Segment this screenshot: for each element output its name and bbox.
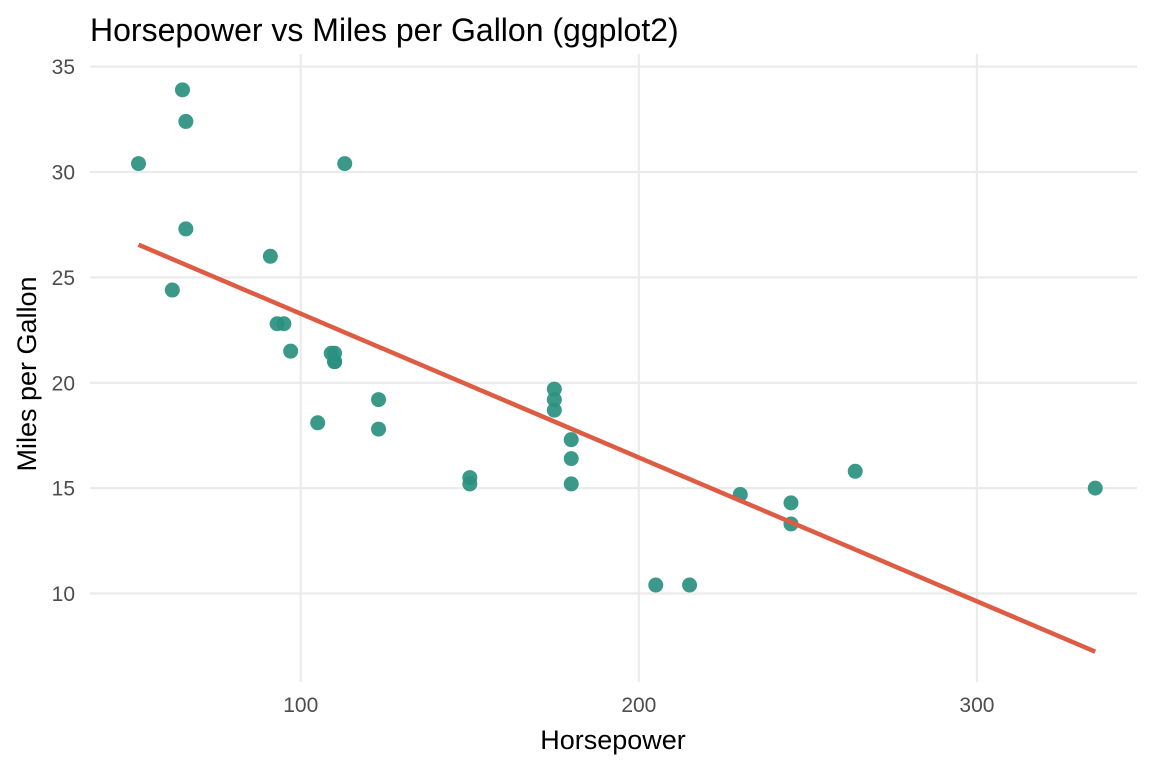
y-tick-label-15: 15 — [52, 478, 75, 501]
y-tick-label-20: 20 — [52, 372, 75, 395]
fit-line-layer — [137, 242, 1097, 654]
data-point-5 — [310, 415, 326, 431]
data-point-12 — [563, 432, 579, 448]
data-points — [131, 82, 1103, 593]
data-point-28 — [847, 463, 863, 479]
data-point-19 — [174, 82, 190, 98]
data-point-10 — [371, 421, 387, 437]
y-axis-title: Miles per Gallon — [12, 276, 42, 471]
data-point-27 — [337, 156, 353, 172]
data-point-25 — [178, 221, 194, 237]
regression-line — [137, 242, 1097, 654]
y-tick-label-10: 10 — [52, 583, 75, 606]
x-tick-label-100: 100 — [283, 694, 318, 717]
data-point-15 — [682, 577, 698, 593]
data-point-18 — [131, 156, 147, 172]
data-point-14 — [648, 577, 664, 593]
data-point-26 — [262, 248, 278, 264]
grid-lines — [90, 54, 1137, 682]
data-point-22 — [462, 476, 478, 492]
x-tick-label-200: 200 — [621, 694, 656, 717]
data-point-9 — [371, 392, 387, 408]
data-point-31 — [323, 345, 339, 361]
data-point-13 — [563, 476, 579, 492]
data-point-24 — [546, 392, 562, 408]
data-point-7 — [164, 282, 180, 298]
y-tick-label-35: 35 — [52, 56, 75, 79]
data-point-30 — [1087, 480, 1103, 496]
data-point-20 — [283, 343, 299, 359]
data-point-11 — [563, 451, 579, 467]
data-point-8 — [276, 316, 292, 332]
x-axis-title: Horsepower — [540, 725, 686, 755]
data-point-29 — [546, 381, 562, 397]
chart-title: Horsepower vs Miles per Gallon (ggplot2) — [90, 12, 679, 48]
tick-labels: 10 15 20 25 30 35 100 200 300 — [52, 56, 995, 717]
data-point-4 — [546, 402, 562, 418]
data-point-6 — [783, 495, 799, 511]
data-point-17 — [178, 113, 194, 129]
y-tick-label-25: 25 — [52, 267, 75, 290]
y-tick-label-30: 30 — [52, 162, 75, 185]
x-tick-label-300: 300 — [959, 694, 994, 717]
